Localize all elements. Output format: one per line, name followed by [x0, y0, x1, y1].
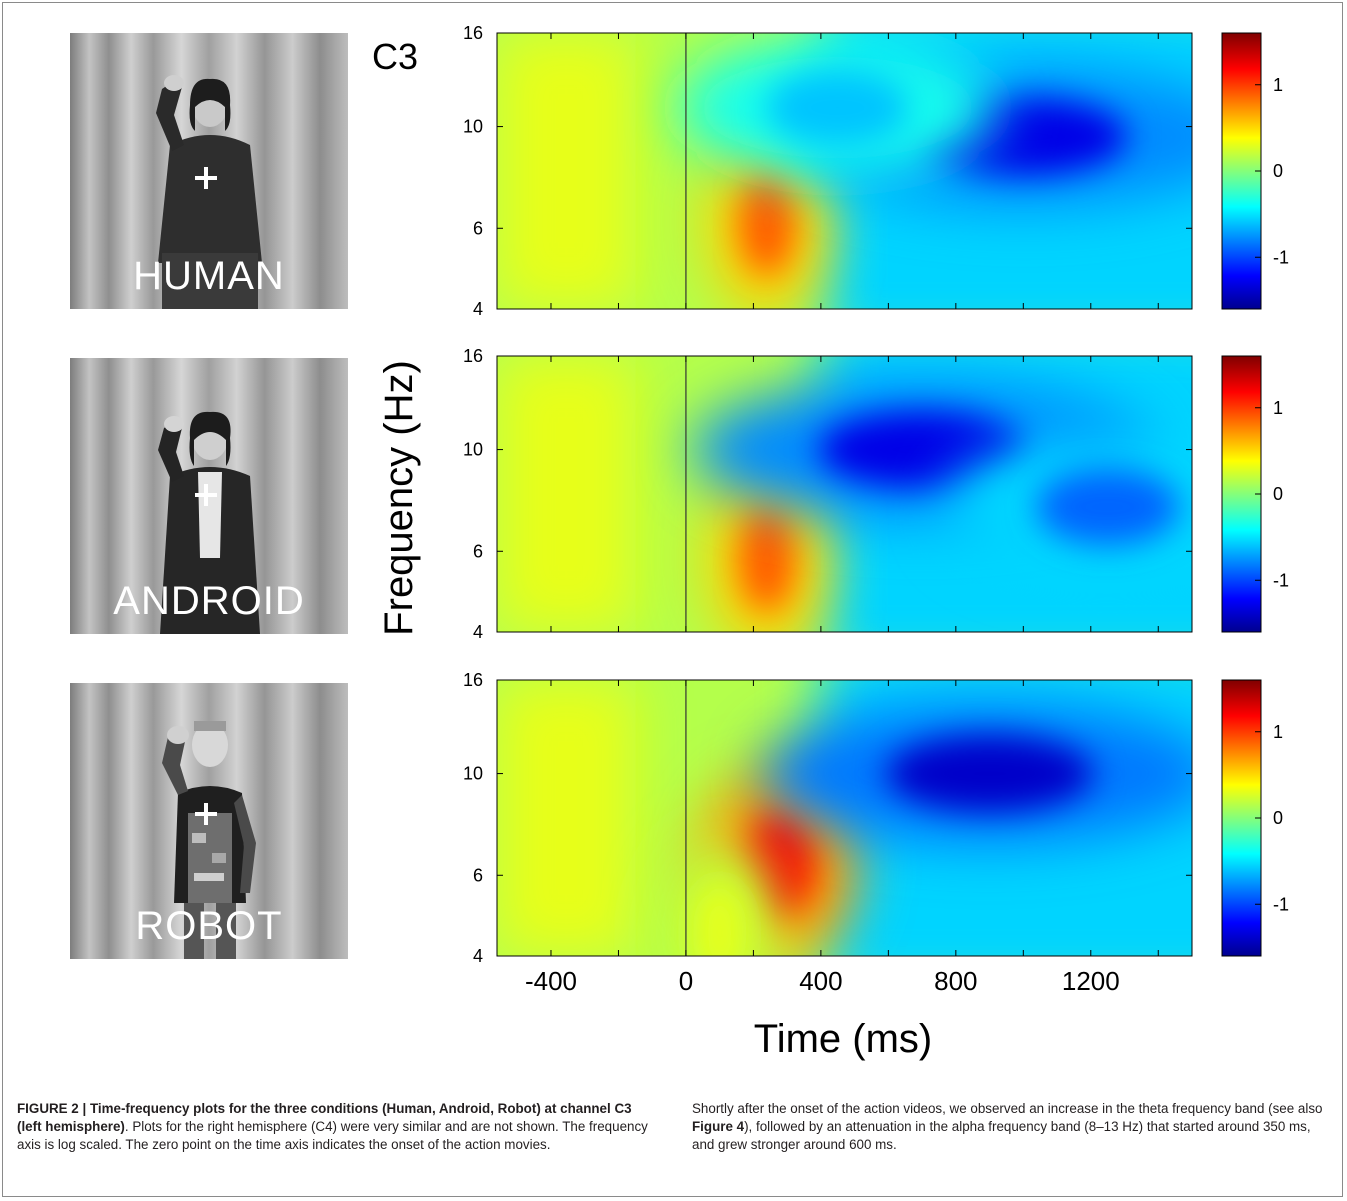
- colorbar-tick-label: -1: [1273, 570, 1289, 590]
- y-tick-label: 6: [473, 541, 483, 561]
- colorbar-tick-label: 1: [1273, 398, 1283, 418]
- y-tick-label: 10: [463, 117, 483, 137]
- y-tick-label: 4: [473, 946, 483, 966]
- caption-text-right-1: Shortly after the onset of the action vi…: [692, 1101, 1323, 1116]
- heatmap-baseline-region: [497, 680, 636, 956]
- heatmap-frame: [496, 355, 1193, 633]
- photo-human: HUMAN: [70, 33, 348, 309]
- caption-figure-label: FIGURE 2 |: [17, 1101, 90, 1116]
- heatmap-frame: [496, 679, 1193, 957]
- android-photo-image: [70, 358, 348, 634]
- caption-title: Time-frequency plots for the three condi…: [17, 1101, 632, 1134]
- photo-label-android: ANDROID: [113, 579, 305, 623]
- y-tick-label: 10: [463, 440, 483, 460]
- photo-label-human: HUMAN: [133, 254, 285, 298]
- y-tick-label: 16: [463, 23, 483, 43]
- photo-label-robot: ROBOT: [135, 904, 283, 948]
- heatmap-blob-core-1: [886, 735, 1094, 813]
- human-photo-image: [70, 33, 348, 309]
- heatmap-blob-core-2: [765, 69, 910, 147]
- heatmap-blob-core-0: [739, 169, 794, 274]
- x-axis-title: Time (ms): [754, 1017, 932, 1061]
- colorbar-tick-label: -1: [1273, 894, 1289, 914]
- heatmap-frame: [496, 32, 1193, 310]
- x-tick-label: 400: [799, 966, 842, 996]
- x-tick-label: 800: [934, 966, 977, 996]
- colorbar: [1221, 355, 1262, 633]
- robot-photo-image: [70, 683, 348, 959]
- figure-caption-left: FIGURE 2 | Time-frequency plots for the …: [17, 1100, 657, 1154]
- y-tick-label: 10: [463, 764, 483, 784]
- y-tick-label: 4: [473, 622, 483, 642]
- y-tick-label: 16: [463, 670, 483, 690]
- y-tick-label: 16: [463, 346, 483, 366]
- caption-figure-ref: Figure 4: [692, 1119, 745, 1134]
- colorbar-tick-label: 1: [1273, 722, 1283, 742]
- photo-android: ANDROID: [70, 358, 348, 634]
- caption-text-right-2: ), followed by an attenuation in the alp…: [692, 1119, 1311, 1152]
- figure-caption-right: Shortly after the onset of the action vi…: [692, 1100, 1332, 1154]
- caption-text-left: . Plots for the right hemisphere (C4) we…: [17, 1119, 648, 1152]
- y-tick-label: 6: [473, 218, 483, 238]
- x-tick-label: 1200: [1062, 966, 1120, 996]
- y-tick-label: 6: [473, 865, 483, 885]
- heatmap-blob-core-2: [1035, 468, 1180, 546]
- colorbar-tick-label: 0: [1273, 808, 1283, 828]
- y-axis-title: Frequency (Hz): [377, 360, 421, 636]
- heatmap-baseline-region: [497, 33, 636, 309]
- x-tick-label: 0: [679, 966, 693, 996]
- heatmap-blob-core-0: [739, 505, 794, 611]
- colorbar-tick-label: 0: [1273, 484, 1283, 504]
- y-tick-label: 4: [473, 299, 483, 319]
- x-tick-label: -400: [525, 966, 577, 996]
- heatmap-baseline-region: [497, 356, 636, 632]
- photo-robot: ROBOT: [70, 683, 348, 959]
- heatmap-blob-core-2: [692, 880, 747, 956]
- colorbar-tick-label: -1: [1273, 247, 1289, 267]
- colorbar-tick-label: 0: [1273, 161, 1283, 181]
- colorbar-tick-label: 1: [1273, 75, 1283, 95]
- channel-label: C3: [372, 36, 419, 77]
